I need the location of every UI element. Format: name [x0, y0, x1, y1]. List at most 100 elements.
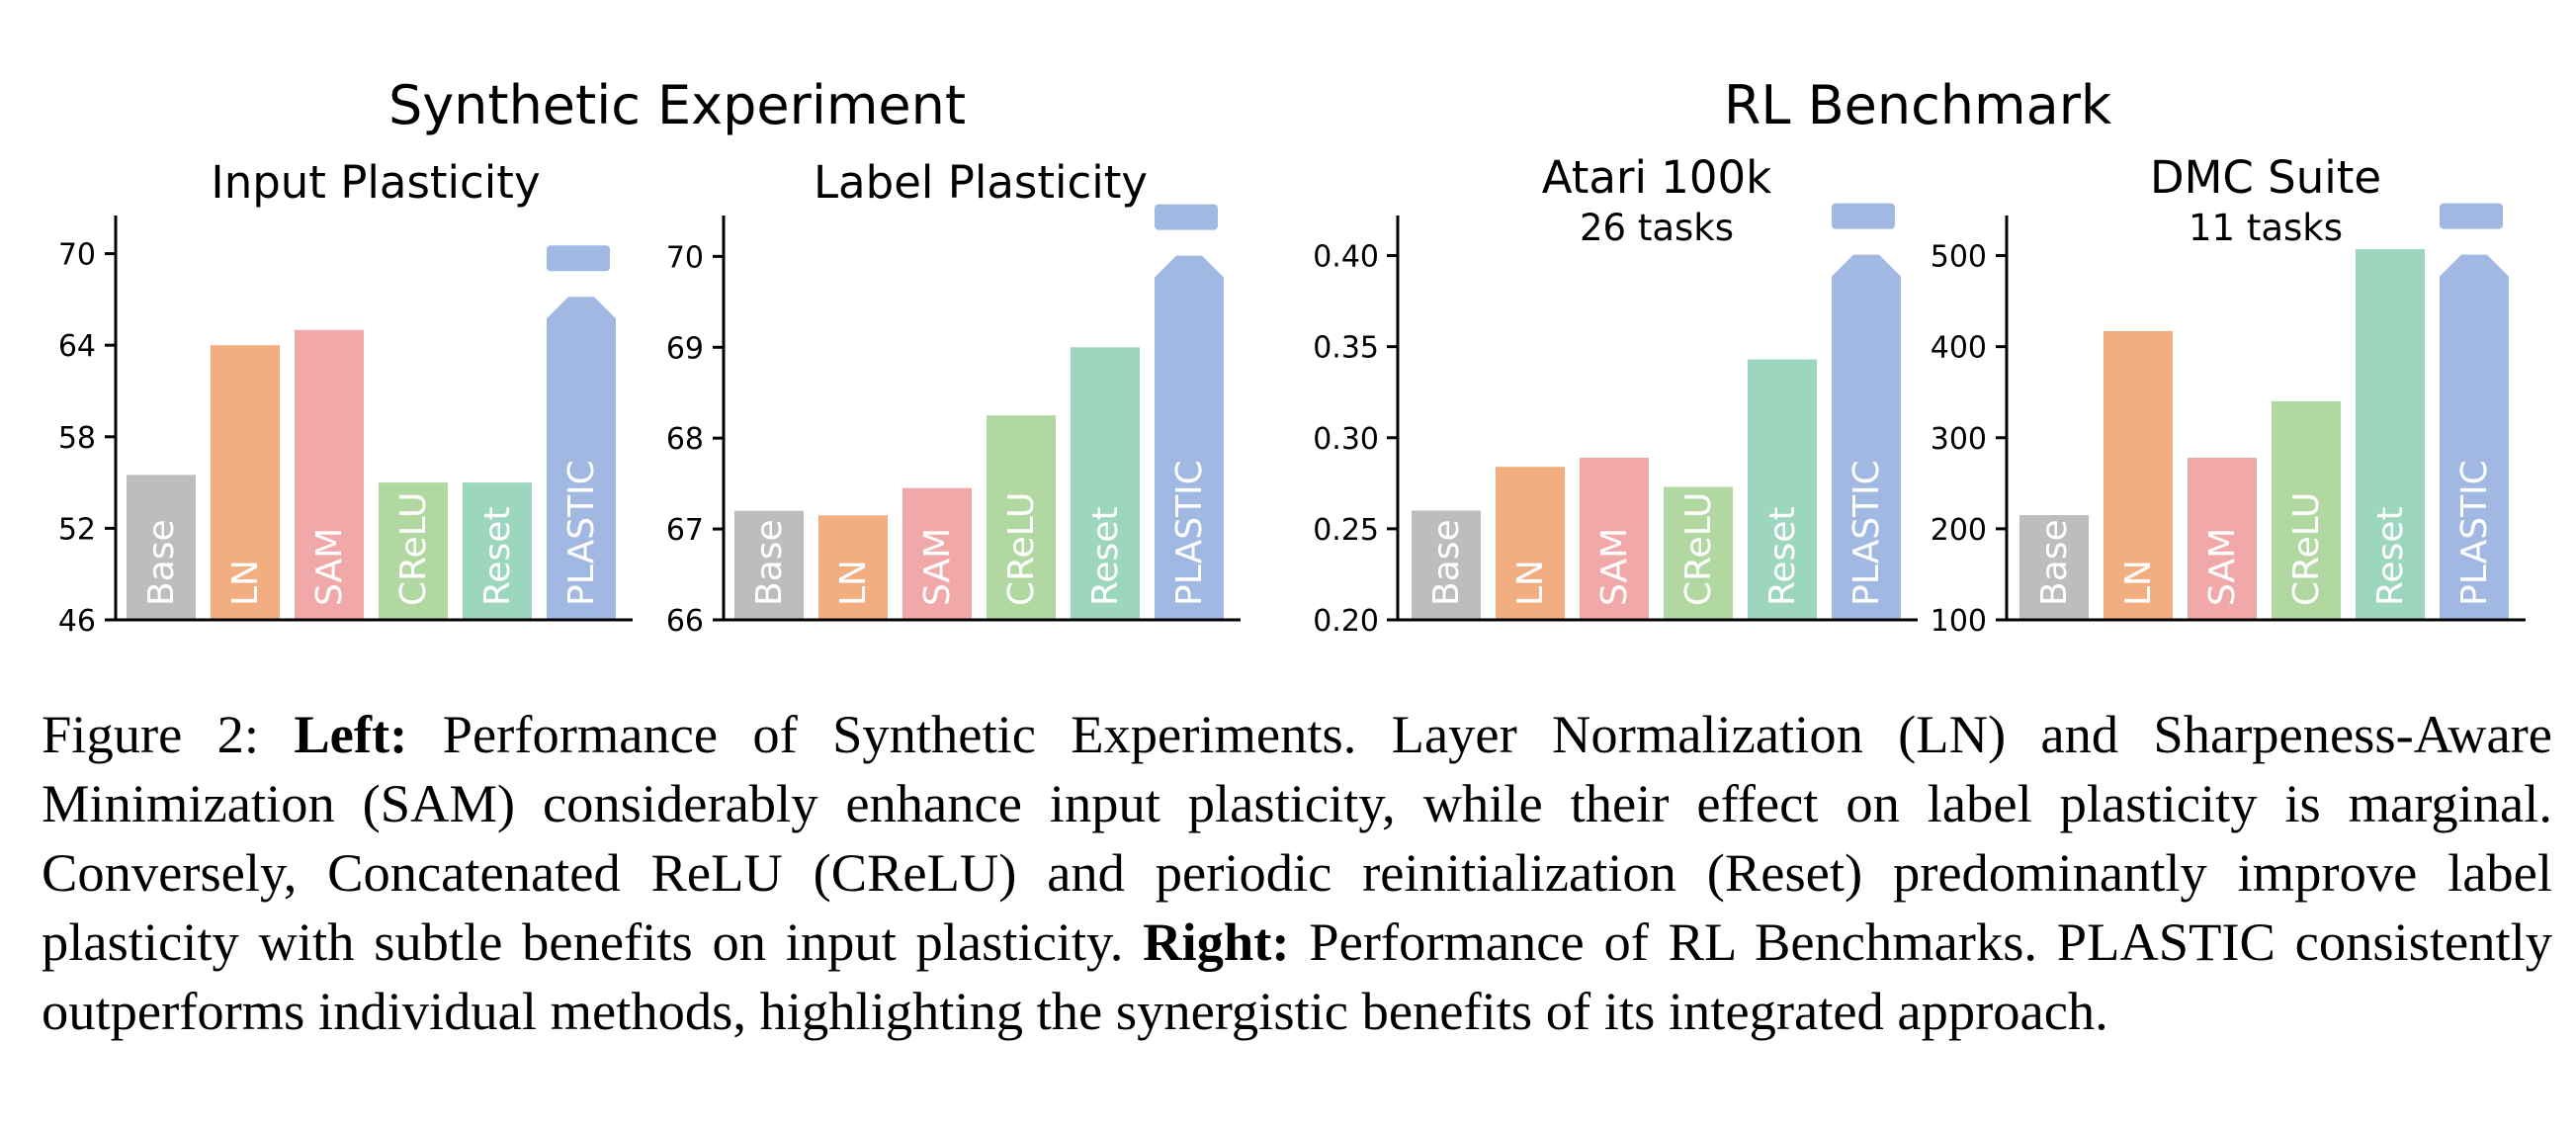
bar-body	[379, 482, 448, 620]
bar-body	[734, 510, 804, 620]
caption-left-label: Left:	[294, 704, 408, 764]
caption-right-label: Right:	[1143, 912, 1290, 972]
chart-subtitle: 26 tasks	[1580, 207, 1734, 249]
bar-label: LN	[1510, 560, 1551, 606]
bar-body	[2440, 254, 2509, 620]
y-tick-label: 67	[666, 513, 704, 548]
y-tick-label: 58	[58, 421, 96, 456]
bar-crelu: CReLU	[1664, 486, 1733, 620]
group-title-right: RL Benchmark	[1724, 74, 2112, 136]
bar-label: PLASTIC	[561, 460, 602, 606]
bar-ln: LN	[2104, 330, 2173, 620]
bar-label: Base	[749, 519, 790, 606]
group-title-left: Synthetic Experiment	[388, 74, 966, 136]
bar-crelu: CReLU	[987, 415, 1056, 620]
y-tick-label: 500	[1931, 240, 1987, 275]
bar-label: Base	[2034, 519, 2075, 606]
bar-ln: LN	[818, 515, 888, 620]
bar-label: LN	[225, 560, 266, 606]
bar-label: SAM	[1594, 528, 1635, 606]
bar-sam: SAM	[902, 487, 972, 620]
bar-sam: SAM	[1580, 458, 1649, 620]
caption-prefix: Figure 2:	[42, 704, 295, 764]
bar-body	[463, 482, 532, 620]
bar-body	[295, 329, 364, 620]
y-tick-label: 0.20	[1313, 604, 1379, 639]
bar-body	[1496, 467, 1565, 620]
bar-ln: LN	[1496, 467, 1565, 620]
chart-title: Label Plasticity	[814, 156, 1148, 209]
y-tick-label: 0.30	[1313, 422, 1379, 457]
bar-plastic: PLASTIC	[1832, 203, 1901, 620]
bar-label: Base	[141, 519, 182, 606]
bar-break-cap	[2440, 203, 2503, 229]
bar-label: Base	[1426, 519, 1467, 606]
bar-label: LN	[2118, 560, 2159, 606]
bar-body	[1748, 359, 1817, 620]
y-tick-label: 100	[1931, 604, 1987, 639]
bar-label: SAM	[2202, 528, 2243, 606]
caption-right-text: Performance of RL Benchmarks. PLASTIC co…	[42, 912, 2552, 1041]
chart-subtitle: 11 tasks	[2189, 207, 2343, 249]
bar-crelu: CReLU	[2272, 400, 2341, 620]
chart-panel-2: Label Plasticity Base LN SAM CReLU Reset PLAST…	[666, 156, 1241, 639]
bar-label: Reset	[477, 506, 518, 606]
y-tick-label: 68	[666, 422, 704, 457]
bar-label: Reset	[2370, 506, 2411, 606]
y-tick-label: 66	[666, 604, 704, 639]
chart-title: DMC Suite	[2150, 151, 2381, 204]
bar-reset: Reset	[1748, 359, 1817, 620]
bar-reset: Reset	[463, 482, 532, 620]
bar-base: Base	[1412, 510, 1481, 620]
bar-body	[1580, 458, 1649, 620]
bar-body	[2188, 458, 2257, 620]
bar-base: Base	[734, 510, 804, 620]
bar-body	[902, 487, 972, 620]
bar-body	[2104, 330, 2173, 620]
y-tick-label: 69	[666, 331, 704, 366]
bar-label: PLASTIC	[1846, 460, 1887, 606]
bar-break-cap	[1832, 203, 1895, 229]
chart-panel-1: Input Plasticity Base LN SAM CReLU Reset PLAST…	[58, 156, 633, 639]
bar-body	[211, 345, 280, 620]
bar-reset: Reset	[1071, 347, 1140, 620]
bar-label: CReLU	[393, 492, 434, 606]
bar-label: SAM	[309, 528, 350, 606]
bar-body	[127, 475, 196, 620]
bar-body	[1664, 486, 1733, 620]
y-tick-label: 70	[666, 240, 704, 275]
bar-label: Reset	[1762, 506, 1803, 606]
bar-crelu: CReLU	[379, 482, 448, 620]
y-tick-label: 400	[1931, 331, 1987, 366]
bar-body	[2272, 400, 2341, 620]
bar-body	[2356, 249, 2425, 621]
bar-plastic: PLASTIC	[2440, 203, 2509, 620]
bar-break-cap	[547, 245, 610, 272]
y-tick-label: 300	[1931, 422, 1987, 457]
bar-sam: SAM	[295, 329, 364, 620]
y-tick-label: 46	[58, 604, 96, 639]
chart-title: Input Plasticity	[211, 156, 540, 209]
bar-sam: SAM	[2188, 458, 2257, 620]
bar-body	[2019, 515, 2089, 620]
y-tick-label: 70	[58, 238, 96, 273]
y-tick-label: 0.25	[1313, 513, 1379, 548]
y-tick-label: 0.40	[1313, 240, 1379, 275]
bar-label: PLASTIC	[1169, 460, 1210, 606]
y-tick-label: 200	[1931, 513, 1987, 548]
bar-plastic: PLASTIC	[547, 245, 616, 620]
bar-reset: Reset	[2356, 249, 2425, 621]
bar-base: Base	[2019, 515, 2089, 620]
figure-charts: Synthetic Experiment RL Benchmark Input …	[58, 74, 2526, 639]
bar-body	[987, 415, 1056, 620]
y-tick-label: 64	[58, 329, 96, 364]
bar-label: SAM	[917, 528, 958, 606]
bar-break-cap	[1155, 204, 1218, 230]
bar-body	[1412, 510, 1481, 620]
bar-label: PLASTIC	[2454, 460, 2495, 606]
figure-caption: Figure 2: Left: Performance of Synthetic…	[42, 700, 2552, 1046]
y-tick-label: 0.35	[1313, 331, 1379, 366]
bar-body	[1832, 254, 1901, 620]
